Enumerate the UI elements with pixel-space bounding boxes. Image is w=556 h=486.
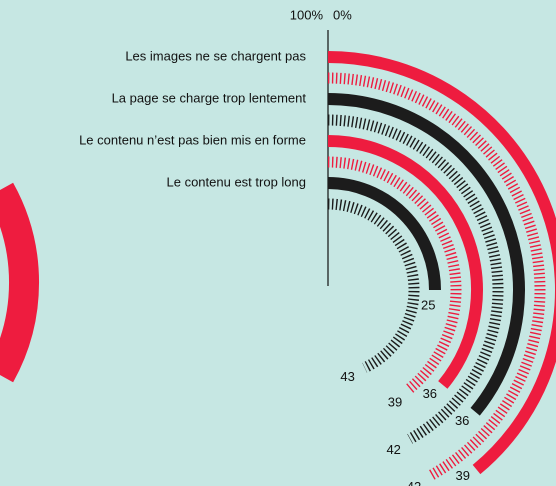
value-label: 42 xyxy=(407,479,421,486)
category-label: La page se charge trop lentement xyxy=(112,90,307,105)
hatched-arc xyxy=(327,114,504,444)
value-label: 42 xyxy=(386,442,400,457)
value-label: 39 xyxy=(388,395,402,410)
solid-arc xyxy=(327,93,525,416)
hatched-arc xyxy=(327,198,420,373)
category-label: Les images ne se chargent pas xyxy=(125,48,306,63)
hatched-arc xyxy=(327,72,546,481)
hatched-arc xyxy=(327,156,462,393)
value-label: 25 xyxy=(421,298,435,313)
value-label: 43 xyxy=(340,369,354,384)
value-label: 36 xyxy=(455,413,469,428)
solid-arc xyxy=(327,51,556,475)
decorative-arc xyxy=(0,182,39,383)
category-label: Le contenu n’est pas bien mis en forme xyxy=(79,132,306,147)
solid-arc xyxy=(327,177,441,291)
value-label: 39 xyxy=(455,468,469,483)
solid-arc xyxy=(327,135,483,389)
tick-label: 100% xyxy=(290,7,324,22)
category-label: Le contenu est trop long xyxy=(167,174,307,189)
value-label: 36 xyxy=(423,386,437,401)
tick-label: 0% xyxy=(333,7,352,22)
